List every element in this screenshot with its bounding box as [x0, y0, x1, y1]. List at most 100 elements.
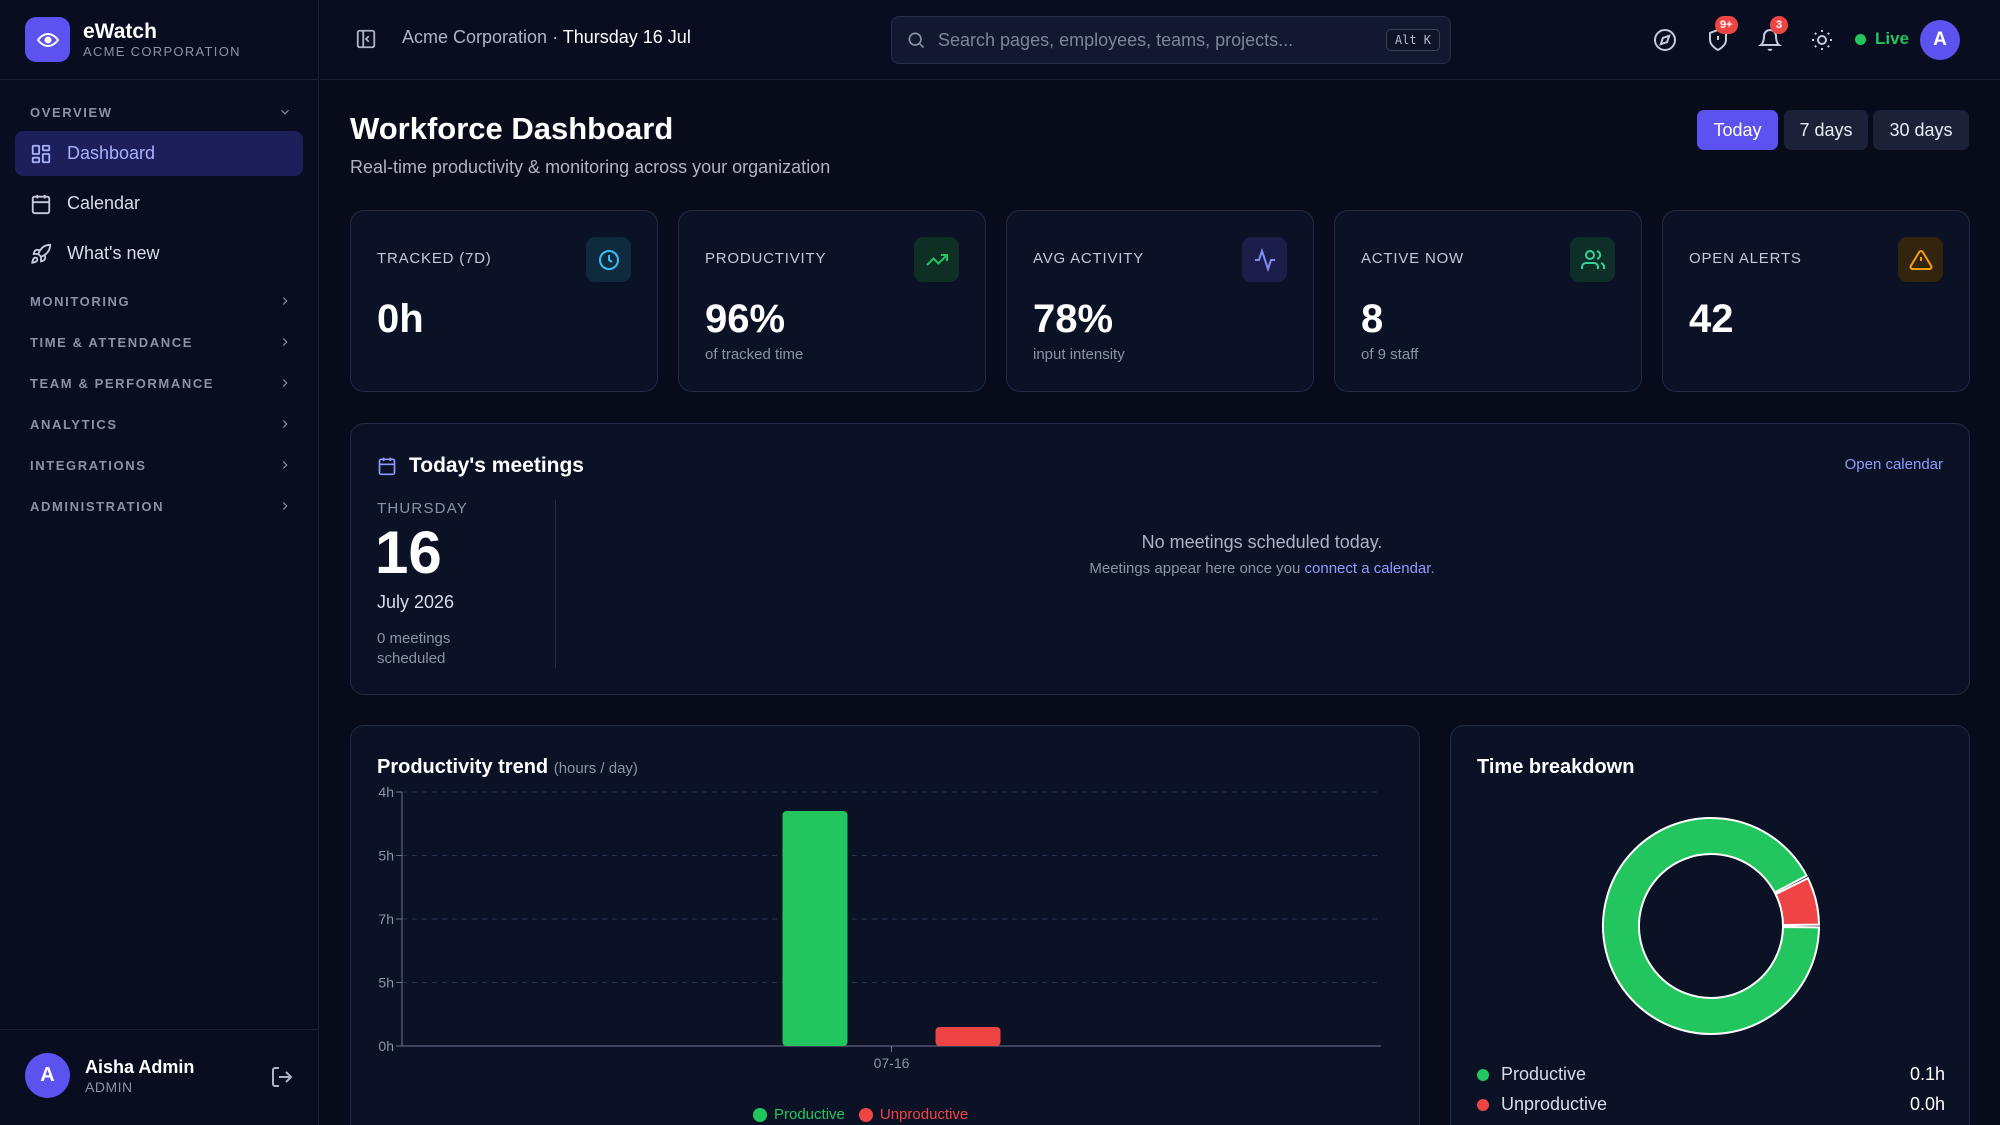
x-tick-label: 07-16 — [874, 1055, 910, 1071]
page-title: Workforce Dashboard — [350, 111, 674, 146]
breakdown-donut — [1602, 817, 1821, 1035]
time-breakdown-card: Time breakdown Productive 0.1h Unproduct… — [1450, 725, 1970, 1125]
section-integrations[interactable]: INTEGRATIONS — [30, 455, 292, 475]
sidebar-item-dashboard[interactable]: Dashboard — [15, 131, 303, 176]
open-calendar-link[interactable]: Open calendar — [1844, 456, 1943, 473]
sidebar-item-calendar[interactable]: Calendar — [15, 181, 303, 226]
user-profile[interactable]: A Aisha Admin ADMIN — [25, 1053, 194, 1098]
header-avatar[interactable]: A — [1920, 20, 1960, 60]
section-monitoring[interactable]: MONITORING — [30, 291, 292, 311]
avatar: A — [25, 1053, 70, 1098]
stat-label: TRACKED (7D) — [377, 250, 492, 267]
stat-sub: of tracked time — [705, 346, 804, 363]
sidebar-toggle-icon[interactable] — [355, 28, 377, 50]
productivity-trend-card: Productivity trend (hours / day) 0h 5h 7h 5… — [350, 725, 1420, 1125]
sidebar-item-whats-new[interactable]: What's new — [15, 231, 303, 276]
stat-card-productivity[interactable]: PRODUCTIVITY 96% of tracked time — [678, 210, 986, 392]
sidebar-item-label: Calendar — [67, 193, 141, 213]
weekday: THURSDAY — [377, 500, 468, 517]
donut-slice-productive — [1602, 817, 1821, 1035]
section-label: INTEGRATIONS — [30, 457, 147, 473]
trend-chart: 0h 5h 7h 5h 4h 07-16 — [378, 786, 1381, 1071]
empty-sub-prefix: Meetings appear here once you — [1089, 560, 1305, 577]
stat-value: 96% — [705, 297, 786, 341]
empty-state-subtitle: Meetings appear here once you connect a … — [556, 560, 1968, 577]
day-number: 16 — [375, 519, 442, 586]
section-analytics[interactable]: ANALYTICS — [30, 414, 292, 434]
compass-icon[interactable] — [1653, 28, 1677, 52]
dashboard-grid-icon — [30, 143, 52, 165]
unproductive-dot — [1477, 1098, 1489, 1111]
logout-icon[interactable] — [270, 1065, 294, 1089]
section-label: TIME & ATTENDANCE — [30, 334, 193, 350]
search-box[interactable]: Alt K — [891, 16, 1451, 64]
eye-logo-icon — [25, 17, 70, 62]
clock-icon — [586, 237, 631, 282]
empty-sub-suffix: . — [1430, 560, 1435, 577]
brand-name: eWatch — [83, 19, 157, 43]
bar-unproductive — [935, 1026, 1001, 1046]
bar-productive — [782, 811, 848, 1046]
chart-legend: Productive Unproductive — [753, 1106, 968, 1123]
activity-pulse-icon — [1242, 237, 1287, 282]
breakdown-row-unproductive: Unproductive 0.0h — [1477, 1094, 1945, 1115]
meetings-title-text: Today's meetings — [409, 454, 584, 477]
productive-dot — [1477, 1068, 1489, 1081]
section-label: ADMINISTRATION — [30, 498, 165, 514]
calendar-icon — [30, 193, 52, 215]
connect-calendar-link[interactable]: connect a calendar — [1304, 560, 1431, 577]
section-time-attendance[interactable]: TIME & ATTENDANCE — [30, 332, 292, 352]
stat-label: AVG ACTIVITY — [1033, 250, 1145, 267]
stat-sub: input intensity — [1033, 346, 1125, 363]
sidebar-item-label: Dashboard — [67, 143, 156, 163]
search-icon — [908, 32, 925, 49]
breakdown-value: 0.0h — [1909, 1094, 1945, 1114]
legend-productive: Productive — [774, 1106, 845, 1123]
stat-card-active-now[interactable]: ACTIVE NOW 8 of 9 staff — [1334, 210, 1642, 392]
page-subtitle: Real-time productivity & monitoring acro… — [350, 157, 831, 177]
divider — [555, 500, 556, 668]
chevron-right-icon — [282, 338, 288, 346]
breakdown-title: Time breakdown — [1477, 756, 1635, 778]
section-label: TEAM & PERFORMANCE — [30, 375, 215, 391]
range-today-button[interactable]: Today — [1697, 110, 1778, 150]
stat-label: ACTIVE NOW — [1361, 250, 1465, 267]
breadcrumb-date: Thursday 16 Jul — [562, 27, 691, 47]
chevron-right-icon — [282, 379, 288, 387]
breadcrumb: Acme Corporation · Thursday 16 Jul — [402, 27, 691, 48]
range-7days-button[interactable]: 7 days — [1784, 110, 1868, 150]
stat-value: 42 — [1689, 297, 1734, 341]
trend-unit: (hours / day) — [553, 760, 638, 777]
search-input[interactable] — [938, 29, 1386, 51]
meetings-count: 0 meetings scheduled — [377, 630, 451, 667]
stat-card-tracked[interactable]: TRACKED (7D) 0h — [350, 210, 658, 392]
sun-icon[interactable] — [1810, 28, 1834, 52]
section-administration[interactable]: ADMINISTRATION — [30, 496, 292, 516]
live-status: Live — [1855, 29, 1909, 49]
breakdown-value: 0.1h — [1909, 1064, 1945, 1084]
stat-value: 78% — [1033, 297, 1114, 341]
breadcrumb-separator: · — [547, 27, 563, 47]
stat-card-open-alerts[interactable]: OPEN ALERTS 42 — [1662, 210, 1970, 392]
donut-slice-unproductive — [1774, 876, 1821, 927]
stat-card-avg-activity[interactable]: AVG ACTIVITY 78% input intensity — [1006, 210, 1314, 392]
range-30days-button[interactable]: 30 days — [1873, 110, 1969, 150]
brand[interactable]: eWatch ACME CORPORATION — [25, 17, 241, 62]
meetings-card: Today's meetings Open calendar THURSDAY … — [350, 423, 1970, 695]
divider — [0, 79, 319, 80]
calendar-icon — [377, 456, 397, 476]
legend-productive-dot — [753, 1107, 767, 1122]
rocket-icon — [30, 243, 52, 265]
divider — [0, 1029, 319, 1030]
legend-unproductive: Unproductive — [879, 1106, 969, 1123]
sidebar: eWatch ACME CORPORATION OVERVIEW Dashboa… — [0, 0, 319, 1125]
meetings-title: Today's meetings — [377, 454, 584, 478]
breadcrumb-org: Acme Corporation — [402, 27, 548, 47]
chevron-right-icon — [282, 461, 288, 469]
trend-title-text: Productivity trend — [377, 756, 549, 778]
breakdown-label: Unproductive — [1501, 1094, 1608, 1114]
section-overview[interactable]: OVERVIEW — [30, 102, 292, 122]
section-team-performance[interactable]: TEAM & PERFORMANCE — [30, 373, 292, 393]
legend-unproductive-dot — [858, 1107, 873, 1122]
y-tick-label: 5h — [378, 848, 394, 864]
